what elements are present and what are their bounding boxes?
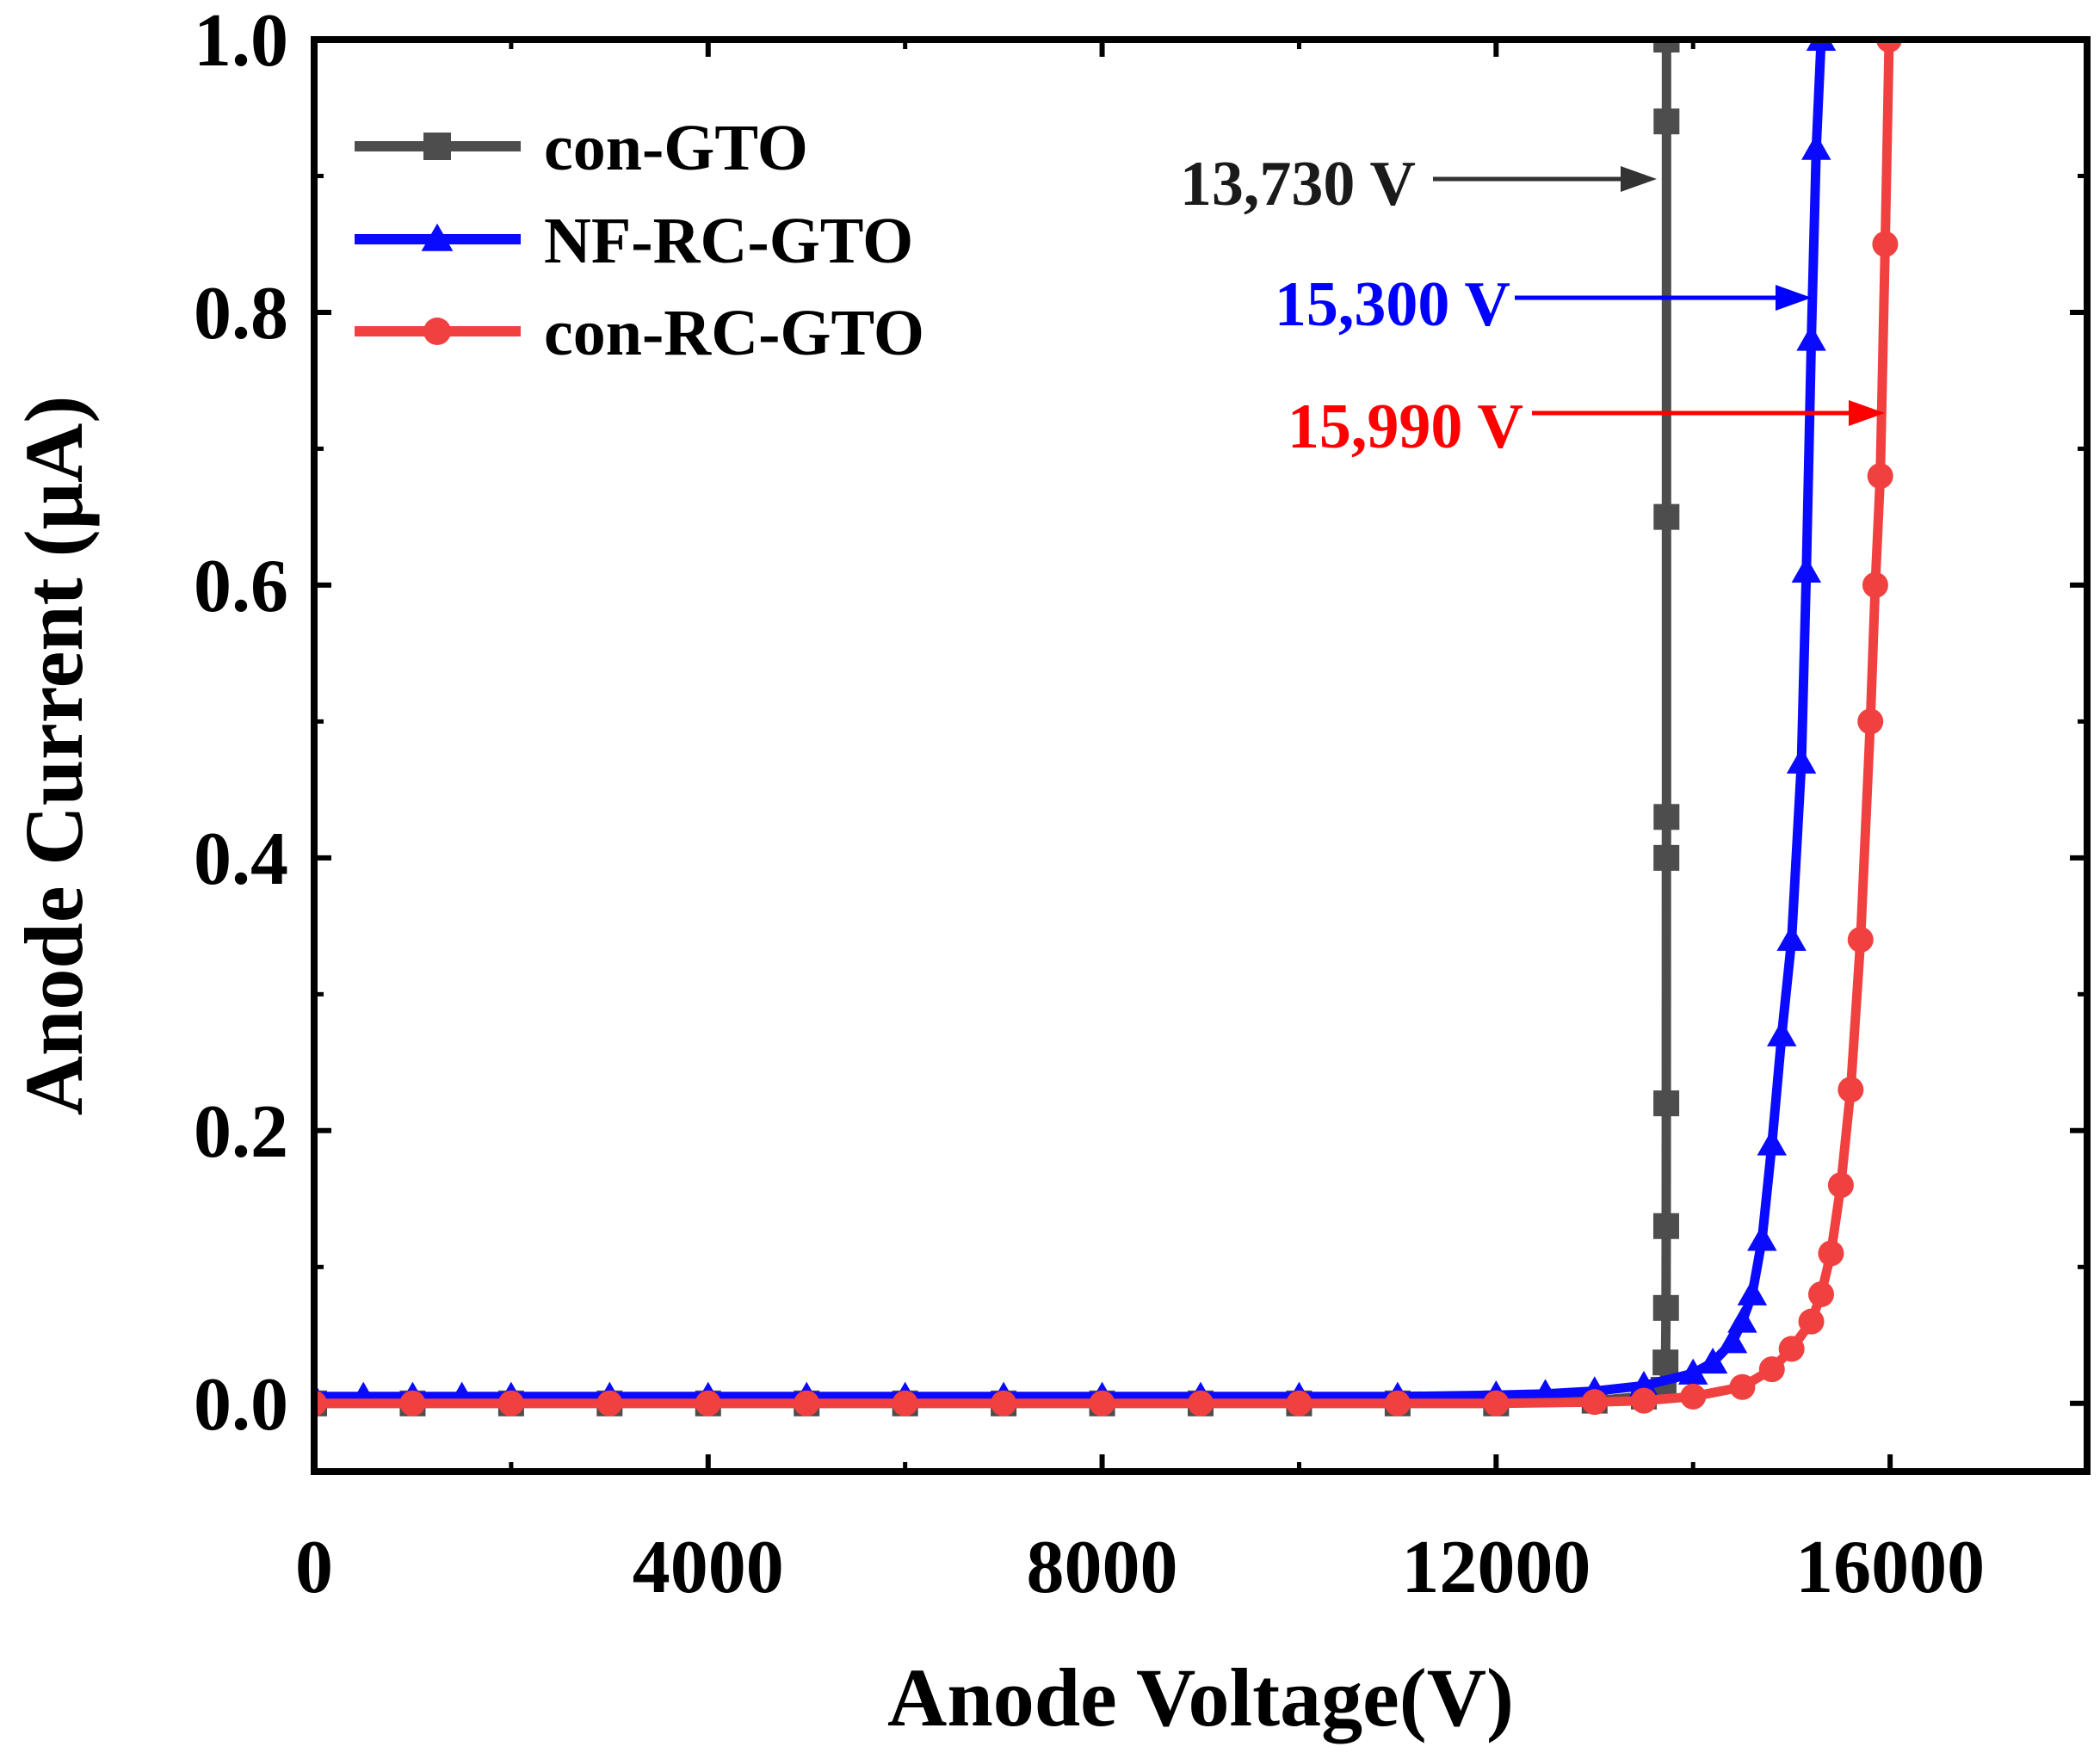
data-point-con-rc-gto <box>1847 926 1874 953</box>
y-tick-label: 0.4 <box>194 818 288 901</box>
data-point-con-rc-gto <box>1631 1387 1657 1414</box>
annotation-label: 13,730 V <box>1180 149 1416 219</box>
data-point-con-rc-gto <box>1872 231 1899 257</box>
legend-label: NF-RC-GTO <box>544 205 913 277</box>
y-axis-label: Anode Current (μA) <box>8 396 100 1116</box>
data-point-con-rc-gto <box>1758 1356 1785 1383</box>
data-point-con-rc-gto <box>1838 1077 1864 1103</box>
data-point-con-rc-gto <box>892 1390 918 1416</box>
plot-frame <box>311 36 2091 1475</box>
x-tick-label: 8000 <box>1027 1526 1178 1609</box>
data-point-con-rc-gto <box>1862 571 1888 598</box>
annotation-arrow-head <box>1776 285 1812 311</box>
data-point-con-rc-gto <box>1778 1336 1805 1362</box>
data-point-con-gto <box>1652 1349 1679 1376</box>
series-con-rc-gto <box>314 40 1902 1416</box>
data-point-con-gto <box>1653 844 1680 871</box>
data-point-con-gto <box>1652 1213 1679 1239</box>
series-line-con-rc-gto <box>314 40 1894 1409</box>
y-tick-label: 0.2 <box>194 1090 288 1174</box>
data-point-nf-rc-gto <box>1727 1306 1757 1333</box>
x-tick-label: 0 <box>295 1526 333 1609</box>
annotation-label: 15,300 V <box>1275 269 1510 340</box>
annotation-arrow-head <box>1621 166 1657 192</box>
annotation-arrow-head <box>1849 400 1885 426</box>
y-tick-label: 0.8 <box>194 272 288 355</box>
data-point-con-rc-gto <box>1286 1390 1312 1416</box>
series-line-nf-rc-gto <box>314 40 1826 1402</box>
data-point-con-rc-gto <box>1384 1390 1411 1416</box>
data-point-con-rc-gto <box>991 1390 1017 1416</box>
data-point-con-rc-gto <box>399 1390 426 1416</box>
data-point-nf-rc-gto <box>1747 1225 1777 1251</box>
y-tick-label: 1.0 <box>194 0 288 83</box>
data-point-nf-rc-gto <box>1757 1129 1788 1156</box>
data-point-con-rc-gto <box>1798 1308 1825 1335</box>
data-point-con-rc-gto <box>1857 708 1884 735</box>
data-point-nf-rc-gto <box>1717 1327 1748 1354</box>
data-point-nf-rc-gto <box>1776 924 1807 951</box>
data-point-con-rc-gto <box>1188 1390 1214 1416</box>
data-point-con-rc-gto <box>1680 1383 1707 1410</box>
data-point-nf-rc-gto <box>1766 1020 1797 1046</box>
data-point-con-rc-gto <box>1818 1240 1844 1267</box>
data-point-con-rc-gto <box>1867 463 1893 490</box>
data-point-con-gto <box>1653 804 1680 830</box>
y-tick-label: 0.0 <box>194 1363 288 1447</box>
data-point-nf-rc-gto <box>1677 1358 1708 1385</box>
data-point-con-gto <box>1653 503 1680 530</box>
data-point-con-rc-gto <box>497 1390 524 1416</box>
annotation-label: 15,990 V <box>1288 392 1523 462</box>
legend-marker <box>423 133 451 160</box>
data-point-nf-rc-gto <box>1697 1347 1728 1374</box>
data-point-con-rc-gto <box>1581 1389 1608 1416</box>
data-point-nf-rc-gto <box>1801 133 1831 160</box>
x-axis-label: Anode Voltage(V) <box>887 1651 1514 1744</box>
data-point-con-rc-gto <box>596 1390 623 1416</box>
data-point-con-gto <box>1653 1090 1680 1117</box>
x-tick-label: 16000 <box>1795 1526 1985 1609</box>
x-tick-label: 12000 <box>1401 1526 1590 1609</box>
data-point-nf-rc-gto <box>1796 324 1826 351</box>
legend-marker <box>423 318 451 345</box>
data-point-nf-rc-gto <box>1737 1279 1768 1305</box>
y-tick-label: 0.6 <box>194 545 288 628</box>
data-point-con-rc-gto <box>1483 1390 1510 1416</box>
legend-label: con-GTO <box>544 112 808 184</box>
data-point-con-rc-gto <box>1827 1172 1854 1199</box>
data-point-con-rc-gto <box>1729 1373 1756 1400</box>
data-point-nf-rc-gto <box>1786 747 1817 774</box>
data-point-con-rc-gto <box>1089 1390 1115 1416</box>
data-point-con-rc-gto <box>695 1390 721 1416</box>
data-point-con-gto <box>1653 108 1680 135</box>
data-point-con-rc-gto <box>794 1390 820 1416</box>
data-point-con-rc-gto <box>1808 1281 1834 1307</box>
legend-label: con-RC-GTO <box>544 297 924 369</box>
x-tick-label: 4000 <box>633 1526 784 1609</box>
legend-marker <box>421 223 454 251</box>
data-point-nf-rc-gto <box>1791 556 1822 583</box>
data-point-con-gto <box>1652 1294 1679 1321</box>
